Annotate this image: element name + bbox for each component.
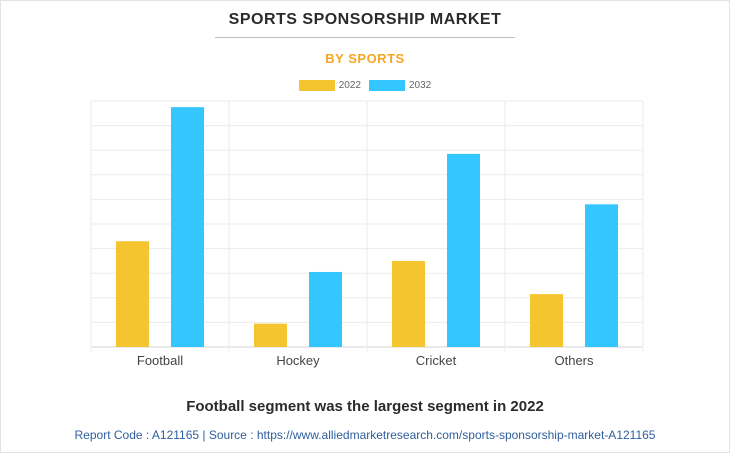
legend: 2022 2032 <box>0 80 730 91</box>
x-tick-label: Others <box>554 353 594 368</box>
x-tick-label: Hockey <box>276 353 320 368</box>
bar-2022-football <box>116 241 149 347</box>
x-tick-label: Cricket <box>416 353 457 368</box>
source-line[interactable]: Report Code : A121165 | Source : https:/… <box>74 428 656 442</box>
bar-2022-others <box>530 294 563 347</box>
footer-note: Football segment was the largest segment… <box>186 398 544 415</box>
bar-2022-cricket <box>392 260 425 347</box>
bar-2032-football <box>171 107 204 348</box>
legend-label-2022: 2022 <box>338 80 361 91</box>
bar-2032-others <box>585 204 618 347</box>
bar-2032-hockey <box>309 271 342 347</box>
bar-2022-hockey <box>254 323 287 347</box>
title-divider <box>215 37 515 38</box>
legend-item-2032[interactable]: 2032 <box>369 80 431 91</box>
chart-title: SPORTS SPONSORSHIP MARKET <box>228 11 502 28</box>
chart-subtitle: BY SPORTS <box>325 51 405 66</box>
bar-2032-cricket <box>447 153 480 347</box>
legend-swatch-2022 <box>298 80 335 91</box>
x-tick-label: Football <box>137 353 183 368</box>
legend-item-2022[interactable]: 2022 <box>298 80 361 91</box>
legend-swatch-2032 <box>369 80 405 91</box>
legend-label-2032: 2032 <box>409 80 432 91</box>
